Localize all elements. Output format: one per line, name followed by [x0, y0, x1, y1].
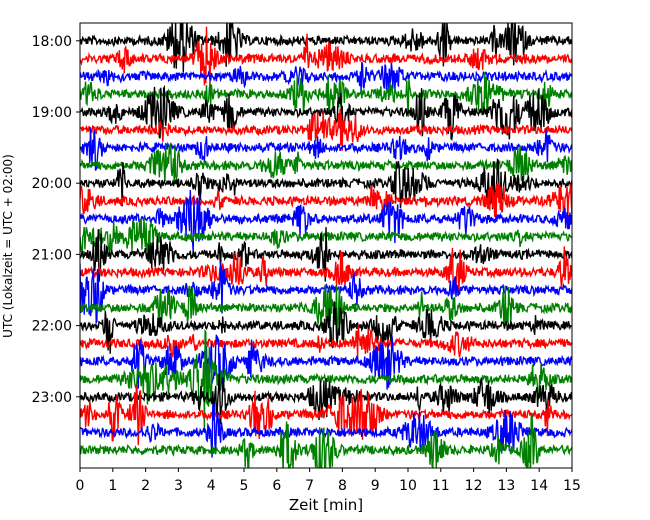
- y-axis-label: UTC (Lokalzeit = UTC + 02:00): [1, 154, 15, 338]
- y-tick-label: 20:00: [32, 176, 72, 192]
- x-tick-label: 10: [399, 478, 417, 494]
- x-tick-label: 6: [272, 478, 281, 494]
- y-tick-label: 21:00: [32, 247, 72, 263]
- seismogram-trace: [80, 142, 572, 185]
- x-tick-label: 12: [465, 478, 483, 494]
- y-tick-label: 18:00: [32, 34, 72, 50]
- trace-layer: [80, 23, 572, 468]
- y-tick-label: 22:00: [32, 319, 72, 335]
- seismogram-trace: [80, 26, 572, 86]
- seismogram-trace: [80, 412, 572, 468]
- seismogram-trace: [80, 384, 572, 446]
- seismogram-trace: [80, 61, 572, 94]
- x-tick-label: 5: [240, 478, 249, 494]
- x-tick-label: 7: [305, 478, 314, 494]
- seismogram-trace: [80, 301, 572, 354]
- seismogram-trace: [80, 284, 572, 338]
- seismogram-trace: [80, 127, 572, 171]
- x-tick-label: 14: [530, 478, 548, 494]
- x-tick-label: 1: [108, 478, 117, 494]
- x-axis: 0 1 2 3 4 5 6 7 8 9 10 11 12 13 14 15: [76, 468, 581, 494]
- seismogram-trace: [80, 373, 572, 425]
- x-tick-label: 3: [174, 478, 183, 494]
- seismogram-trace: [80, 334, 572, 391]
- x-tick-label: 9: [371, 478, 380, 494]
- y-axis: 18:00 19:00 20:00 21:00 22:00 23:00: [32, 34, 80, 406]
- x-tick-label: 8: [338, 478, 347, 494]
- seismogram-trace: [80, 246, 572, 296]
- x-tick-label: 0: [76, 478, 85, 494]
- seismogram-trace: [80, 108, 572, 151]
- seismogram-trace: [80, 189, 572, 252]
- x-tick-label: 15: [563, 478, 581, 494]
- seismogram-trace: [80, 84, 572, 141]
- plot-frame: [79, 22, 573, 469]
- x-tick-label: 13: [497, 478, 515, 494]
- x-tick-label: 11: [432, 478, 450, 494]
- seismogram-trace: [80, 23, 572, 73]
- x-axis-label: Zeit [min]: [289, 496, 363, 514]
- y-tick-label: 19:00: [32, 105, 72, 121]
- seismogram-trace: [80, 324, 572, 361]
- y-tick-label: 23:00: [32, 390, 72, 406]
- seismogram-trace: [80, 183, 572, 220]
- seismogram-trace: [80, 72, 572, 117]
- seismogram-trace: [80, 227, 572, 283]
- x-tick-label: 2: [141, 478, 150, 494]
- x-tick-label: 4: [207, 478, 216, 494]
- seismogram-trace: [80, 403, 572, 458]
